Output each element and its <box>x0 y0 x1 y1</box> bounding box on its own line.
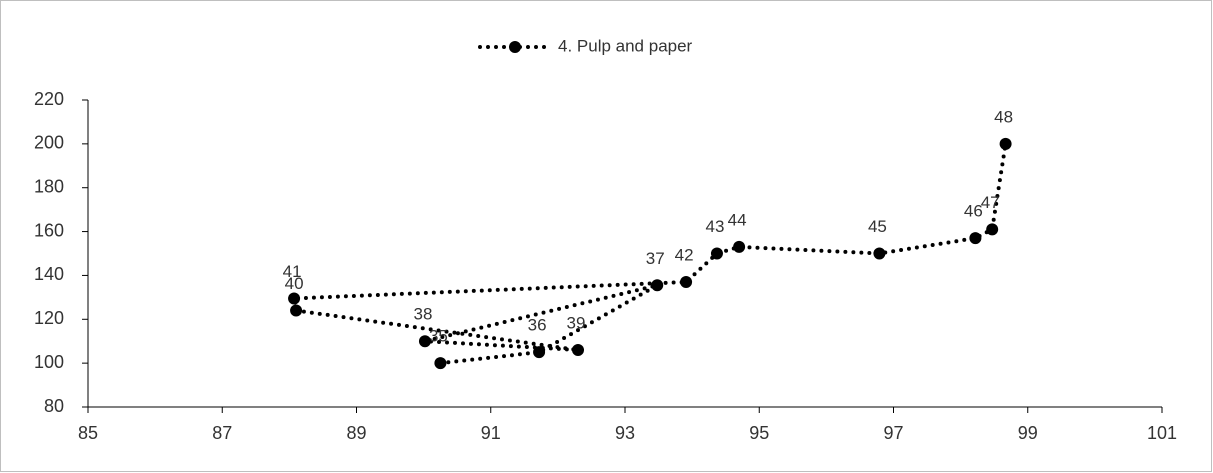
point-label: 45 <box>868 217 887 236</box>
x-tick-label: 87 <box>212 423 232 443</box>
y-tick-label: 80 <box>44 396 64 416</box>
y-tick-label: 100 <box>34 352 64 372</box>
x-tick-label: 91 <box>481 423 501 443</box>
point-label: 42 <box>675 245 694 264</box>
point-label: 39 <box>567 313 586 332</box>
y-tick-label: 120 <box>34 308 64 328</box>
point-label: 37 <box>646 249 665 268</box>
point <box>969 232 982 245</box>
point <box>434 357 447 370</box>
point <box>986 223 999 236</box>
y-tick-label: 180 <box>34 176 64 196</box>
x-tick-label: 85 <box>78 423 98 443</box>
x-tick-label: 99 <box>1018 423 1038 443</box>
x-tick-label: 101 <box>1147 423 1177 443</box>
y-tick-label: 140 <box>34 264 64 284</box>
point-label: 48 <box>994 107 1013 126</box>
point <box>733 240 746 253</box>
point-label: 36 <box>528 316 547 335</box>
point <box>418 335 431 348</box>
point <box>999 137 1012 150</box>
x-tick-label: 89 <box>346 423 366 443</box>
legend-label: 4. Pulp and paper <box>558 36 693 55</box>
series-line <box>291 141 1008 366</box>
y-tick-label: 220 <box>34 89 64 109</box>
point <box>290 304 303 317</box>
x-tick-label: 95 <box>749 423 769 443</box>
point <box>710 247 723 260</box>
y-tick-label: 160 <box>34 220 64 240</box>
point-label: 38 <box>414 305 433 324</box>
point-label: 44 <box>728 210 747 229</box>
point-label: 46 <box>964 202 983 221</box>
x-tick-label: 93 <box>615 423 635 443</box>
y-tick-label: 200 <box>34 133 64 153</box>
point-label: 43 <box>706 217 725 236</box>
point <box>873 247 886 260</box>
point-label: 40 <box>285 274 304 293</box>
point-label: 41 <box>283 262 302 281</box>
point-label: 35 <box>429 327 448 346</box>
point <box>288 292 301 305</box>
point <box>572 343 585 356</box>
legend-marker <box>509 41 521 53</box>
point-label: 47 <box>981 193 1000 212</box>
point <box>651 279 664 292</box>
point <box>680 276 693 289</box>
x-tick-label: 97 <box>883 423 903 443</box>
point <box>533 346 546 359</box>
